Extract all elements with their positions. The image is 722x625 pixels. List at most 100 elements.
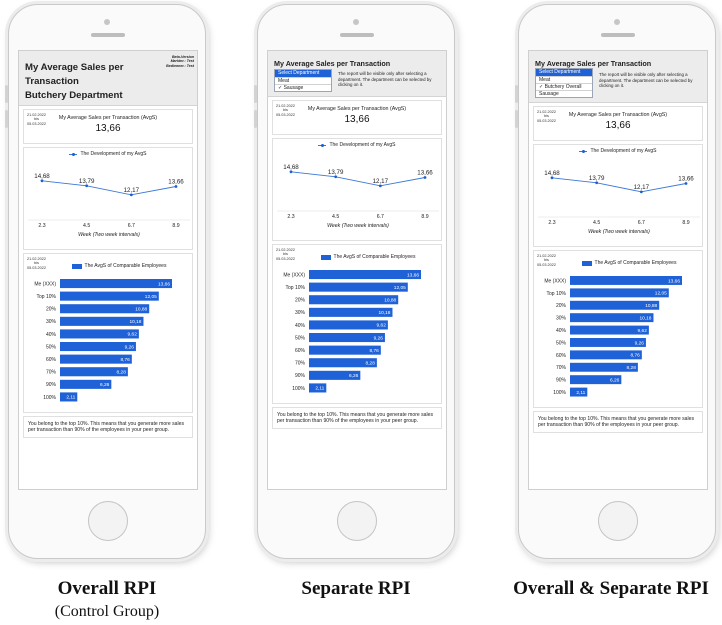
data-label: 13,66 [678,176,694,183]
category-label: 90% [556,378,567,384]
camera-icon [614,19,620,25]
category-label: Me (XXX) [283,272,305,278]
data-label: 14,68 [283,164,299,171]
bar-value-label: 8,28 [117,370,127,376]
x-tick-label: 2.3 [38,223,45,229]
department-selector[interactable]: Select Department Meat ✓ Sausage [274,69,332,92]
x-tick-label: 6.7 [377,214,384,220]
category-label: 40% [46,332,57,338]
bar-chart-card: 21.02.2022 bis 05.03.2022 The AvgS of Comp… [23,253,193,413]
bar [570,375,622,385]
bar-value-label: 6,26 [349,373,359,379]
department-option[interactable]: Sausage [536,90,592,97]
caption-overall-rpi: Overall RPI (Control Group) [54,578,160,620]
bar [570,276,682,285]
data-label: 13,66 [417,170,433,177]
volume-button [254,85,257,103]
department-option[interactable]: ✓ Sausage [275,84,331,91]
bar [60,291,159,301]
kpi-label: My Average Sales per Transaction (AvgS) [568,112,668,118]
category-label: 30% [556,316,567,322]
bar-value-label: 9,62 [638,328,648,334]
department-option[interactable]: Select Department [275,70,331,77]
department-option[interactable]: Meat [275,77,331,84]
x-tick-label: 8.9 [172,223,179,229]
department-option[interactable]: Select Department [536,69,592,76]
app-screen: My Average Sales per Transaction Select … [528,50,708,490]
home-button[interactable] [337,501,377,541]
line-chart-card: The Development of my AvgS 14,68 2.3 13,79… [272,138,442,241]
bar-chart: 13,66 Me (XXX) 12,05 Top 10% 10,88 20% 10,18 30… [283,270,421,393]
peer-group-note: You belong to the top 10%. This means th… [272,407,442,429]
bar [60,379,112,389]
date-range: 21.02.2022 bis 05.03.2022 [537,110,557,123]
bar [309,358,377,368]
home-button[interactable] [88,501,128,541]
department-option[interactable]: ✓ Butchery Overall [536,83,592,90]
x-tick-label: 4.5 [332,214,339,220]
volume-button [515,110,518,128]
bar-value-label: 10,88 [135,307,147,313]
category-label: 50% [556,340,567,346]
date-range: 21.02.2022 bis 05.03.2022 [27,257,47,270]
bar-value-label: 10,88 [645,303,657,309]
department-option[interactable]: Meat [536,76,592,83]
data-point [378,184,382,188]
legend-line-icon [69,152,78,156]
category-label: Top 10% [286,285,306,291]
camera-icon [104,19,110,25]
bar [309,295,399,305]
kpi-value: 13,66 [95,123,121,134]
bar [309,270,421,280]
volume-button [5,110,8,128]
category-label: Top 10% [37,294,57,300]
data-label: 13,66 [168,179,184,186]
category-label: 60% [295,348,306,354]
phone-overall-rpi: My Average Sales per Transaction Butcher… [5,4,206,559]
caption-overall-separate-rpi: Overall & Separate RPI [513,578,709,599]
data-point [639,190,643,194]
data-point [289,170,293,174]
bar-chart-legend: The AvgS of Comparable Employees [46,263,192,269]
bar [570,300,660,310]
kpi-value: 13,66 [605,120,631,131]
line-chart: 14,68 2.3 13,79 4.5 12,17 6.7 13,66 8.9 Week (Tw… [277,164,439,229]
bar [570,350,642,360]
bar-value-label: 10,88 [384,298,396,304]
bar-chart: 13,66 Me (XXX) 12,05 Top 10% 10,88 20% 10,18 30… [544,276,682,397]
category-label: 40% [295,323,306,329]
bar [60,279,172,289]
bar [309,345,381,355]
line-chart-legend: The Development of my AvgS [273,142,441,148]
bar-value-label: 13,66 [158,281,170,287]
category-label: 30% [46,319,57,325]
bar-chart-legend: The AvgS of Comparable Employees [295,254,441,260]
bar-value-label: 10,18 [639,315,651,321]
date-range: 21.02.2022 bis 05.03.2022 [276,104,296,117]
home-button[interactable] [598,501,638,541]
date-range: 21.02.2022 bis 05.03.2022 [537,254,557,267]
data-point [85,184,89,188]
category-label: 100% [292,386,305,392]
app-screen: My Average Sales per Transaction Select … [267,50,447,490]
page-title: My Average Sales per Transaction Butcher… [25,62,124,101]
category-label: 70% [556,365,567,371]
bar-value-label: 9,62 [128,332,138,338]
bar-value-label: 9,26 [125,344,135,350]
department-hint: The report will be visible only after se… [599,72,693,89]
bar-value-label: 2,11 [66,395,75,401]
bar-value-label: 10,18 [378,310,390,316]
category-label: Top 10% [547,291,567,297]
category-label: 30% [295,310,306,316]
bar-value-label: 9,62 [377,323,387,329]
department-selector[interactable]: Select Department Meat ✓ Butchery Overal… [535,68,593,98]
bar [570,338,646,347]
peer-group-note: You belong to the top 10%. This means th… [533,411,703,433]
x-tick-label: 4.5 [593,220,600,226]
speaker-grille [91,33,125,37]
x-tick-label: 8.9 [682,220,689,226]
report-header: My Average Sales per Transaction Select … [268,51,446,97]
bar [309,333,385,343]
bar-value-label: 2,11 [576,390,585,396]
caption-separate-rpi: Separate RPI [301,578,411,599]
